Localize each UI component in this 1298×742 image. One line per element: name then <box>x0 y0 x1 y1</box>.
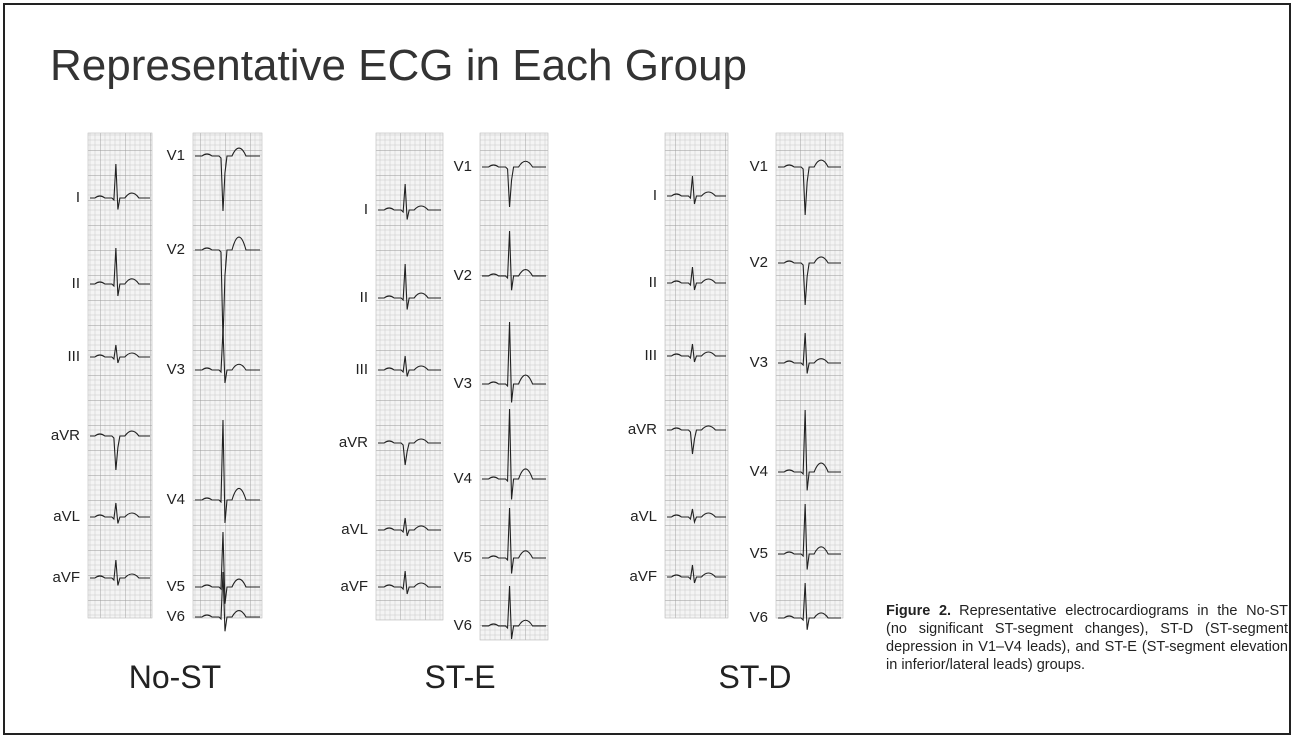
lead-label: I <box>76 189 80 206</box>
lead-label: V6 <box>454 617 472 634</box>
lead-label: aVR <box>628 421 657 438</box>
lead-label: V1 <box>750 158 768 175</box>
lead-label: V3 <box>750 354 768 371</box>
lead-label: V2 <box>167 241 185 258</box>
lead-label: V4 <box>167 491 185 508</box>
lead-label: I <box>653 187 657 204</box>
lead-label: V2 <box>454 267 472 284</box>
group-label: No-ST <box>129 659 221 695</box>
group-label: ST-E <box>424 659 495 695</box>
lead-label: aVR <box>339 434 368 451</box>
ecg-strip <box>88 133 152 618</box>
lead-label: aVF <box>52 569 80 586</box>
ecg-strip <box>376 133 443 620</box>
lead-label: II <box>360 289 368 306</box>
caption-label: Figure 2. <box>886 603 951 619</box>
lead-label: aVF <box>629 568 657 585</box>
lead-label: V4 <box>454 470 472 487</box>
caption: Figure 2.Representative electrocardiogra… <box>886 602 1288 674</box>
lead-label: aVL <box>630 508 657 525</box>
lead-label: V2 <box>750 254 768 271</box>
ecg-strip <box>480 133 548 640</box>
lead-label: V1 <box>167 147 185 164</box>
lead-label: I <box>364 201 368 218</box>
lead-label: V5 <box>750 545 768 562</box>
lead-label: V6 <box>167 608 185 625</box>
ecg-strip <box>776 133 843 618</box>
lead-label: V1 <box>454 158 472 175</box>
ecg-strip <box>665 133 728 618</box>
lead-label: aVL <box>341 521 368 538</box>
title: Representative ECG in Each Group <box>50 41 747 90</box>
lead-label: aVR <box>51 427 80 444</box>
lead-label: V6 <box>750 609 768 626</box>
lead-label: aVL <box>53 508 80 525</box>
lead-label: V3 <box>454 375 472 392</box>
lead-label: III <box>67 348 80 365</box>
lead-label: V5 <box>454 549 472 566</box>
lead-label: II <box>72 275 80 292</box>
lead-label: III <box>355 361 368 378</box>
lead-label: III <box>644 347 657 364</box>
lead-label: aVF <box>340 578 368 595</box>
group-label: ST-D <box>719 659 792 695</box>
lead-label: V4 <box>750 463 768 480</box>
page: Representative ECG in Each Group IIIIIIa… <box>0 0 1298 742</box>
ecg-strip <box>193 133 262 618</box>
lead-label: V5 <box>167 578 185 595</box>
lead-label: II <box>649 274 657 291</box>
lead-label: V3 <box>167 361 185 378</box>
